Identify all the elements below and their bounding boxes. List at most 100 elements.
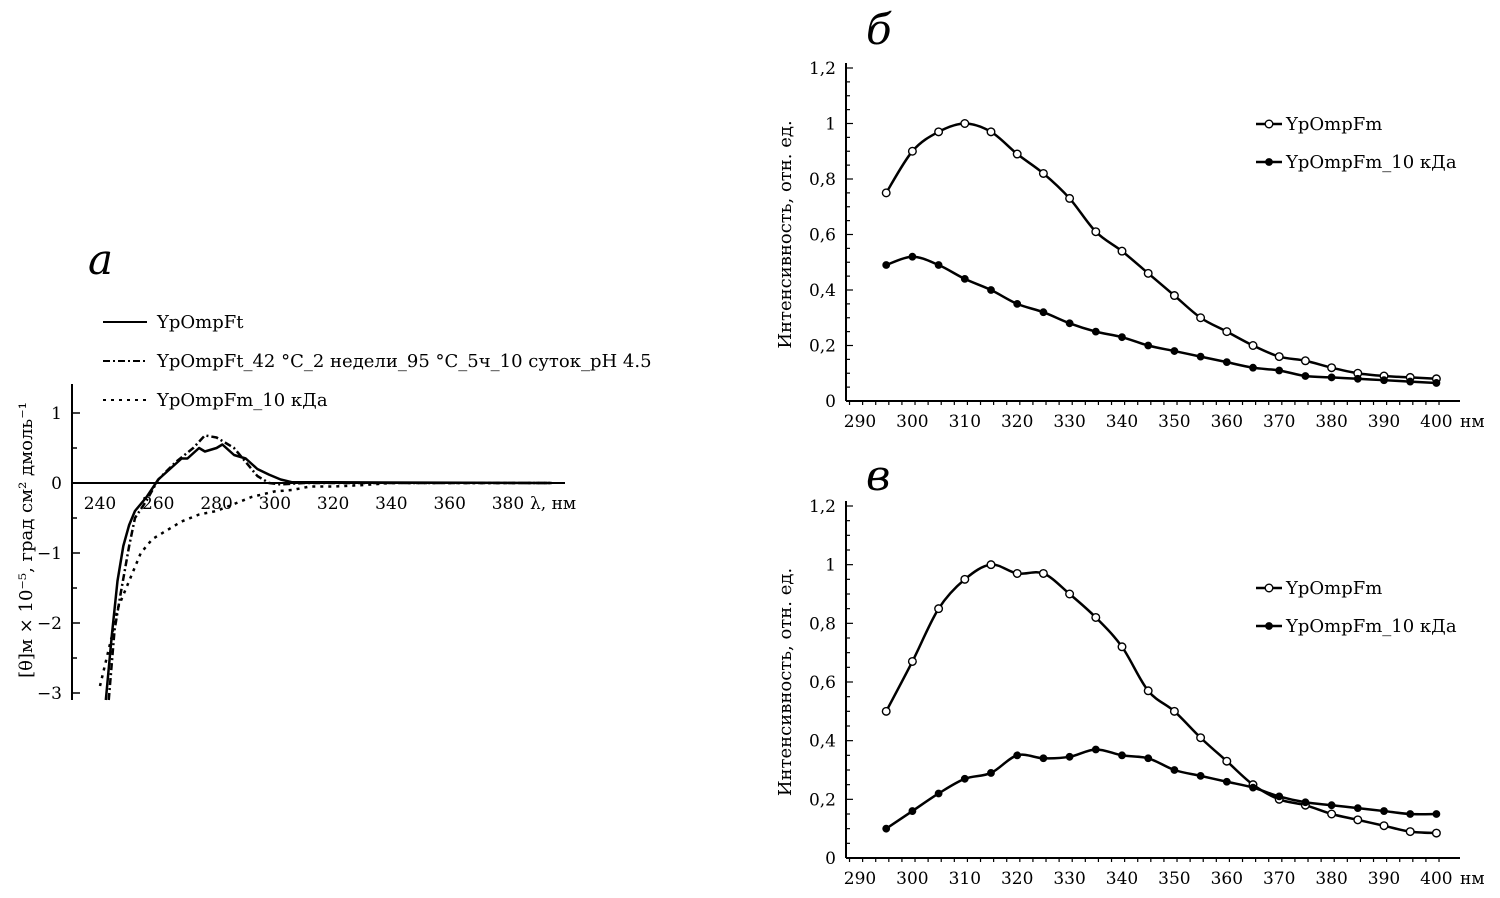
- data-point: [1275, 366, 1284, 375]
- data-point: [1327, 373, 1336, 382]
- data-point: [1353, 804, 1362, 813]
- data-point: [1117, 642, 1127, 652]
- chart-b: 0 0,2 0,4 0,6 0,8 1 1,2 290 300 310 320 330 340 350 36…: [775, 59, 1485, 432]
- x-tick-label: 360: [1211, 412, 1243, 432]
- data-point: [1012, 568, 1022, 578]
- data-point: [1144, 754, 1153, 763]
- y-tick-label: 0,2: [809, 337, 836, 357]
- data-point: [1118, 751, 1126, 760]
- data-point: [1118, 333, 1126, 342]
- x-tick-label: 300: [896, 412, 928, 432]
- data-point: [1249, 783, 1257, 792]
- y-tick-label: 0,6: [809, 673, 836, 693]
- x-tick-label: 360: [433, 494, 465, 514]
- legend-label-2: YpOmpFm_10 кДа: [1285, 152, 1457, 173]
- panel-label-b: б: [866, 5, 892, 54]
- data-point: [907, 656, 917, 666]
- data-point: [934, 261, 943, 269]
- data-point: [1406, 377, 1415, 386]
- data-point: [960, 274, 969, 283]
- data-point: [1144, 341, 1153, 350]
- y-tick-label: 1,2: [809, 497, 836, 517]
- legend-label-2: YpOmpFt_42 °C_2 недели_95 °C_5ч_10 суток…: [156, 351, 652, 372]
- series-line-1: [104, 443, 552, 701]
- data-point: [1353, 815, 1363, 825]
- x-axis-label: λ, нм: [530, 494, 576, 514]
- x-tick-label: 300: [896, 869, 928, 889]
- x-tick-label: 290: [844, 412, 876, 432]
- x-tick-label: 320: [1001, 412, 1033, 432]
- x-tick-label: 310: [949, 869, 981, 889]
- data-point: [1091, 745, 1100, 754]
- data-point: [934, 604, 944, 614]
- data-point: [1196, 771, 1205, 780]
- data-point: [1222, 777, 1231, 786]
- legend-label-1: YpOmpFt: [156, 312, 244, 333]
- legend-marker-2: [1265, 622, 1273, 630]
- data-point: [1380, 807, 1388, 815]
- data-point: [1065, 193, 1075, 203]
- legend-marker-1: [1264, 119, 1274, 129]
- legend-label-3: YpOmpFm_10 кДа: [156, 390, 328, 411]
- data-point: [1196, 313, 1206, 323]
- x-tick-label: 320: [1001, 869, 1033, 889]
- data-point: [1274, 352, 1284, 362]
- data-point: [1300, 356, 1310, 366]
- y-tick-label: −3: [37, 684, 62, 704]
- data-point: [960, 774, 969, 783]
- x-tick-label: 320: [317, 494, 349, 514]
- x-tick-label: 400: [1420, 869, 1452, 889]
- data-point: [1091, 227, 1101, 237]
- x-tick-label: 350: [1158, 869, 1190, 889]
- data-point: [986, 560, 996, 570]
- data-point: [1170, 766, 1179, 774]
- x-tick-label: 370: [1263, 869, 1295, 889]
- series-line-2: [885, 255, 1437, 385]
- x-tick-label: 280: [200, 494, 232, 514]
- y-axis-label: [θ]м × 10⁻⁵, град см² дмоль⁻¹: [16, 402, 37, 678]
- y-tick-label: 0,6: [809, 226, 836, 246]
- data-point: [960, 118, 970, 128]
- data-point: [1091, 327, 1100, 336]
- x-tick-label: 360: [1211, 869, 1243, 889]
- data-point: [1065, 319, 1074, 328]
- x-tick-label: 290: [844, 869, 876, 889]
- data-point: [1196, 733, 1206, 743]
- data-point: [1117, 246, 1127, 256]
- data-point: [1143, 686, 1153, 696]
- x-tick-label: 330: [1053, 412, 1085, 432]
- x-tick-label: 350: [1158, 412, 1190, 432]
- data-point: [1222, 756, 1232, 766]
- series-line-2: [885, 748, 1437, 830]
- y-tick-label: −2: [37, 614, 62, 634]
- x-tick-label: 300: [259, 494, 291, 514]
- panel-label-v: в: [866, 451, 890, 500]
- data-point: [1038, 168, 1048, 178]
- data-point: [1405, 827, 1415, 837]
- data-point: [1012, 149, 1022, 159]
- legend-marker-1: [1264, 583, 1274, 593]
- data-point: [1327, 363, 1337, 373]
- data-point: [987, 286, 995, 294]
- data-point: [1327, 801, 1336, 810]
- data-point: [881, 706, 891, 716]
- data-point: [1038, 568, 1048, 578]
- y-tick-label: 0,4: [809, 281, 836, 301]
- x-tick-label: 390: [1368, 412, 1400, 432]
- data-point: [934, 127, 944, 137]
- panel-label-a: а: [88, 235, 113, 284]
- data-point: [1065, 752, 1074, 761]
- data-point: [1170, 347, 1179, 355]
- data-point: [907, 146, 917, 156]
- x-tick-label: 380: [1315, 412, 1347, 432]
- y-axis-label: Интенсивность, отн. ед.: [775, 120, 796, 348]
- data-point: [1301, 798, 1310, 807]
- y-tick-label: −1: [37, 544, 62, 564]
- y-tick-label: 1: [825, 115, 836, 135]
- data-point: [1249, 363, 1257, 372]
- data-point: [1039, 754, 1048, 763]
- data-point: [1013, 751, 1022, 760]
- y-tick-label: 0: [825, 849, 836, 869]
- data-point: [1222, 327, 1232, 337]
